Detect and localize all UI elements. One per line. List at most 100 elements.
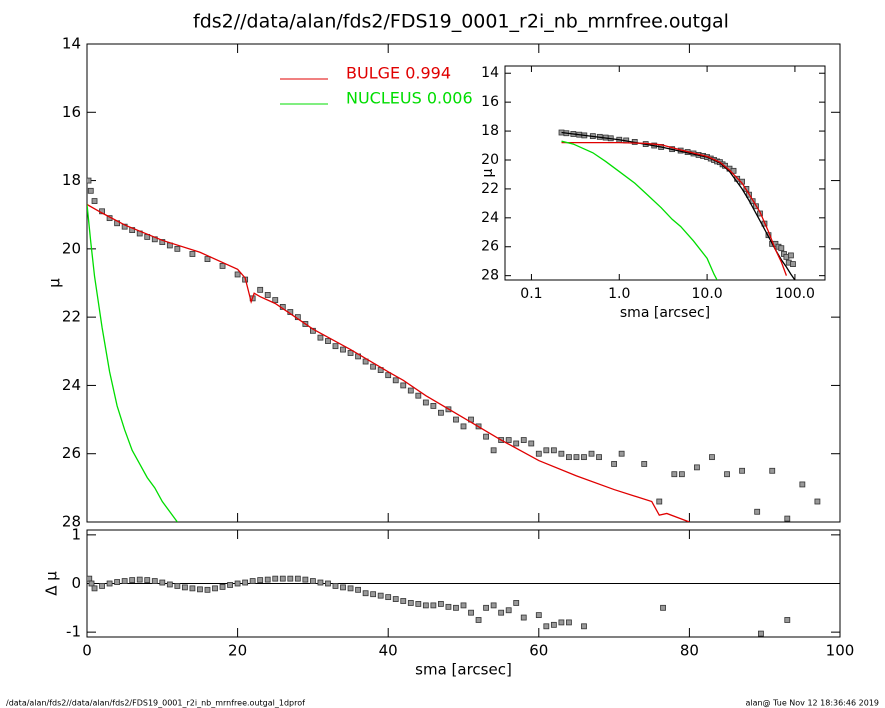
data-point bbox=[257, 577, 264, 583]
data-point bbox=[400, 598, 407, 604]
data-point bbox=[581, 623, 587, 630]
data-point bbox=[520, 437, 527, 443]
data-point bbox=[641, 461, 648, 467]
data-point bbox=[362, 590, 369, 597]
data-point bbox=[460, 423, 467, 430]
data-point bbox=[309, 578, 316, 584]
data-point bbox=[272, 297, 279, 303]
x-tick-label: 60 bbox=[529, 642, 548, 660]
data-point bbox=[174, 245, 181, 252]
data-point bbox=[347, 585, 354, 592]
data-point bbox=[370, 363, 377, 370]
y-tick-label: 28 bbox=[62, 513, 81, 531]
data-point bbox=[189, 585, 196, 592]
data-point bbox=[392, 377, 399, 384]
data-point bbox=[618, 450, 625, 457]
data-point bbox=[181, 584, 188, 591]
data-point bbox=[788, 252, 794, 259]
y-tick-label: 22 bbox=[481, 181, 499, 197]
data-point bbox=[385, 372, 392, 379]
data-point bbox=[505, 437, 512, 443]
data-point bbox=[566, 619, 572, 626]
data-point bbox=[739, 467, 746, 474]
data-point bbox=[438, 409, 444, 416]
y-tick-label: 28 bbox=[481, 268, 499, 284]
data-point bbox=[415, 392, 422, 399]
data-point bbox=[340, 346, 346, 353]
data-point bbox=[317, 334, 324, 341]
data-point bbox=[784, 617, 791, 623]
data-point bbox=[520, 614, 527, 621]
data-point bbox=[535, 612, 542, 619]
data-point bbox=[279, 575, 286, 582]
y-tick-label: 18 bbox=[481, 123, 499, 139]
y-tick-label: 18 bbox=[62, 171, 81, 189]
data-point bbox=[272, 575, 279, 582]
data-point bbox=[573, 454, 580, 461]
y-axis-label: Δ μ bbox=[43, 571, 61, 596]
data-point bbox=[814, 498, 821, 505]
data-point bbox=[490, 447, 497, 454]
data-point bbox=[234, 580, 241, 587]
data-point bbox=[325, 338, 331, 344]
x-tick-label: 100.0 bbox=[775, 286, 815, 302]
data-point bbox=[513, 600, 520, 606]
data-point bbox=[227, 582, 233, 588]
profile-line bbox=[561, 141, 788, 276]
data-point bbox=[430, 602, 437, 609]
data-point bbox=[91, 198, 98, 204]
x-tick-label: 0.1 bbox=[520, 286, 542, 302]
data-point bbox=[790, 261, 796, 267]
data-point bbox=[543, 447, 550, 454]
data-point bbox=[355, 586, 361, 593]
data-point bbox=[422, 602, 429, 609]
data-point bbox=[159, 579, 166, 586]
data-point bbox=[694, 464, 700, 471]
plot-frame bbox=[504, 65, 826, 281]
data-point bbox=[445, 603, 452, 610]
data-point bbox=[678, 471, 685, 478]
data-point bbox=[302, 576, 309, 583]
profile-line bbox=[561, 131, 796, 280]
legend-label: NUCLEUS 0.006 bbox=[346, 89, 473, 108]
x-tick-label: 80 bbox=[680, 642, 699, 660]
data-point bbox=[204, 256, 211, 263]
data-point bbox=[581, 454, 587, 461]
y-tick-label: 14 bbox=[481, 65, 499, 81]
data-point bbox=[400, 382, 407, 389]
x-tick-label: 20 bbox=[228, 642, 247, 660]
data-point bbox=[566, 454, 572, 461]
data-point bbox=[460, 602, 467, 609]
data-point bbox=[656, 498, 663, 505]
data-point bbox=[754, 508, 761, 515]
data-point bbox=[234, 271, 241, 278]
x-tick-label: 10.0 bbox=[692, 286, 723, 302]
data-point bbox=[543, 623, 550, 630]
profile-line bbox=[87, 204, 178, 522]
data-point bbox=[151, 578, 158, 584]
x-tick-label: 1.0 bbox=[608, 286, 630, 302]
y-tick-label: 24 bbox=[62, 376, 81, 394]
data-point bbox=[505, 607, 512, 614]
data-point bbox=[317, 579, 324, 586]
data-point bbox=[468, 609, 474, 616]
y-tick-label: 1 bbox=[71, 525, 81, 543]
data-point bbox=[422, 399, 429, 406]
plot-area bbox=[87, 575, 791, 637]
data-point bbox=[407, 600, 414, 606]
data-point bbox=[535, 450, 542, 457]
data-point bbox=[453, 416, 459, 423]
x-tick-label: 100 bbox=[826, 642, 855, 660]
data-point bbox=[257, 286, 264, 293]
data-point bbox=[799, 481, 806, 488]
y-tick-label: 26 bbox=[62, 444, 81, 462]
data-point bbox=[784, 515, 791, 522]
data-point bbox=[159, 239, 166, 245]
data-point bbox=[385, 594, 392, 601]
data-point bbox=[332, 343, 339, 350]
data-point bbox=[189, 251, 196, 257]
footer-right: alan@ Tue Nov 12 18:36:46 2019 bbox=[745, 699, 879, 708]
data-point bbox=[347, 350, 354, 356]
data-point bbox=[99, 583, 105, 589]
